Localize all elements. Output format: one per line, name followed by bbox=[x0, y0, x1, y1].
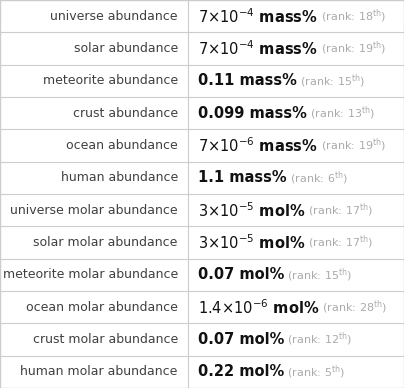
Text: $3{\times}10^{-5}$ mol%: $3{\times}10^{-5}$ mol% bbox=[198, 201, 305, 220]
Text: meteorite abundance: meteorite abundance bbox=[43, 74, 178, 87]
Text: 1.1 mass%: 1.1 mass% bbox=[198, 170, 286, 185]
Text: solar abundance: solar abundance bbox=[74, 42, 178, 55]
Text: universe molar abundance: universe molar abundance bbox=[10, 204, 178, 217]
Text: (rank: 13$^{\mathrm{th}}$): (rank: 13$^{\mathrm{th}}$) bbox=[307, 104, 375, 122]
Text: 0.07 mol%: 0.07 mol% bbox=[198, 267, 284, 282]
Text: (rank: 19$^{\mathrm{th}}$): (rank: 19$^{\mathrm{th}}$) bbox=[318, 137, 386, 154]
Text: meteorite molar abundance: meteorite molar abundance bbox=[2, 268, 178, 281]
Text: crust abundance: crust abundance bbox=[73, 107, 178, 120]
Text: 0.22 mol%: 0.22 mol% bbox=[198, 364, 284, 379]
Text: $7{\times}10^{-4}$ mass%: $7{\times}10^{-4}$ mass% bbox=[198, 7, 318, 26]
Text: 0.07 mol%: 0.07 mol% bbox=[198, 332, 284, 347]
Text: crust molar abundance: crust molar abundance bbox=[32, 333, 178, 346]
Text: $7{\times}10^{-6}$ mass%: $7{\times}10^{-6}$ mass% bbox=[198, 136, 318, 155]
Text: (rank: 17$^{\mathrm{th}}$): (rank: 17$^{\mathrm{th}}$) bbox=[305, 234, 374, 251]
Text: (rank: 6$^{\mathrm{th}}$): (rank: 6$^{\mathrm{th}}$) bbox=[286, 169, 347, 187]
Text: (rank: 15$^{\mathrm{th}}$): (rank: 15$^{\mathrm{th}}$) bbox=[284, 266, 352, 284]
Text: (rank: 12$^{\mathrm{th}}$): (rank: 12$^{\mathrm{th}}$) bbox=[284, 331, 352, 348]
Text: (rank: 17$^{\mathrm{th}}$): (rank: 17$^{\mathrm{th}}$) bbox=[305, 201, 374, 219]
Text: ocean molar abundance: ocean molar abundance bbox=[26, 301, 178, 314]
Text: human abundance: human abundance bbox=[61, 171, 178, 184]
Text: 0.11 mass%: 0.11 mass% bbox=[198, 73, 297, 88]
Text: human molar abundance: human molar abundance bbox=[20, 365, 178, 378]
Text: $1.4{\times}10^{-6}$ mol%: $1.4{\times}10^{-6}$ mol% bbox=[198, 298, 320, 317]
Text: universe abundance: universe abundance bbox=[50, 10, 178, 23]
Text: 0.099 mass%: 0.099 mass% bbox=[198, 106, 307, 121]
Text: (rank: 5$^{\mathrm{th}}$): (rank: 5$^{\mathrm{th}}$) bbox=[284, 363, 345, 381]
Text: (rank: 19$^{\mathrm{th}}$): (rank: 19$^{\mathrm{th}}$) bbox=[318, 40, 386, 57]
Text: (rank: 18$^{\mathrm{th}}$): (rank: 18$^{\mathrm{th}}$) bbox=[318, 7, 386, 25]
Text: solar molar abundance: solar molar abundance bbox=[34, 236, 178, 249]
Text: (rank: 28$^{\mathrm{th}}$): (rank: 28$^{\mathrm{th}}$) bbox=[320, 298, 387, 316]
Text: $7{\times}10^{-4}$ mass%: $7{\times}10^{-4}$ mass% bbox=[198, 39, 318, 58]
Text: $3{\times}10^{-5}$ mol%: $3{\times}10^{-5}$ mol% bbox=[198, 233, 305, 252]
Text: (rank: 15$^{\mathrm{th}}$): (rank: 15$^{\mathrm{th}}$) bbox=[297, 72, 365, 90]
Text: ocean abundance: ocean abundance bbox=[66, 139, 178, 152]
